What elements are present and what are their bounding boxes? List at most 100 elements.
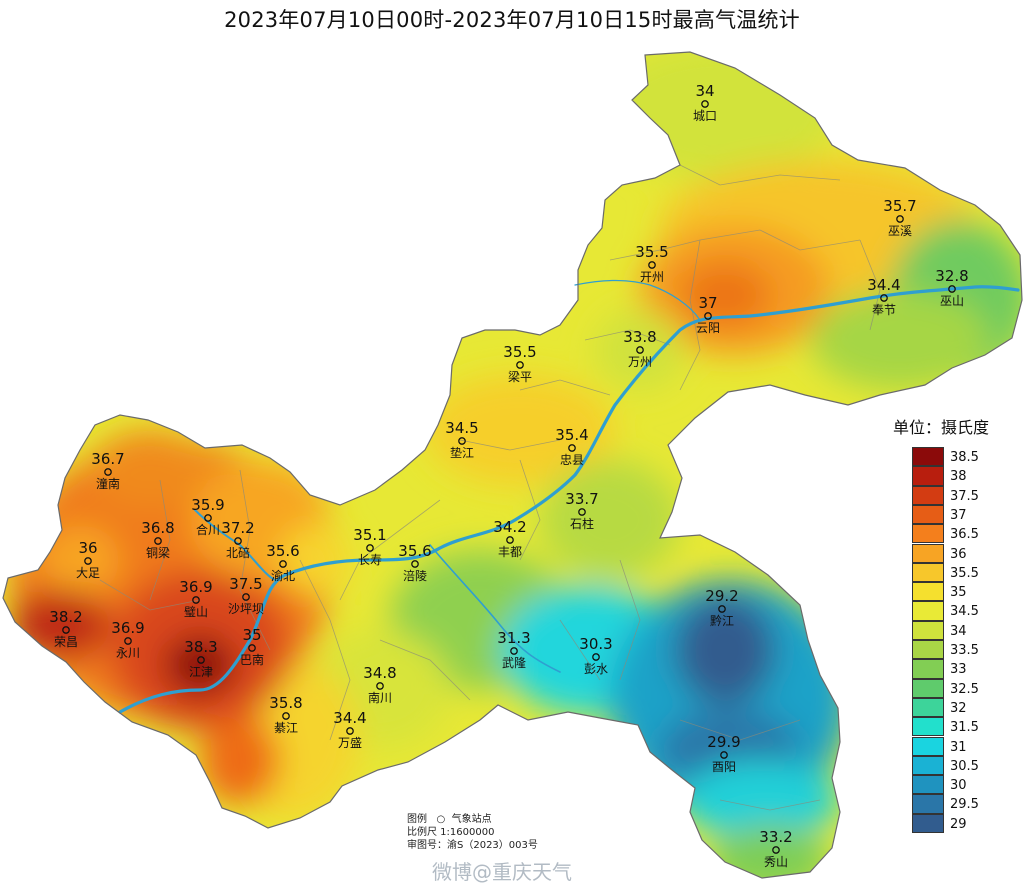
weather-stations: 34 城口 35.7 巫溪 35.5 开州 37 云阳 34.4 奉节 32.8 巫山 33.8 万州 35… [49, 82, 968, 869]
station-value: 35.5 [635, 243, 668, 261]
station-value: 35.1 [353, 526, 386, 544]
legend-swatch [912, 466, 944, 486]
station-symbol-icon: ○ [436, 814, 446, 825]
station-marker: 30.3 彭水 [579, 635, 612, 676]
station-value: 36 [78, 539, 97, 557]
legend-label: 30 [950, 778, 967, 794]
watermark: 微博@重庆天气 [432, 860, 572, 884]
station-marker: 37.5 沙坪坝 [228, 575, 264, 616]
station-dot-icon [204, 514, 212, 522]
station-dot-icon [411, 560, 419, 568]
station-dot-icon [248, 644, 256, 652]
scale-note: 比例尺 1:1600000 [407, 827, 495, 838]
legend-swatch [912, 736, 944, 756]
station-dot-icon [648, 261, 656, 269]
station-marker: 33.7 石柱 [565, 490, 598, 531]
station-dot-icon [154, 537, 162, 545]
province-outline [2, 51, 1023, 879]
station-name: 梁平 [508, 369, 532, 384]
station-value: 34.2 [493, 518, 526, 536]
legend-swatch [912, 678, 944, 698]
legend-swatch [912, 775, 944, 795]
station-marker: 36.9 永川 [111, 619, 144, 660]
legend-label: 29 [950, 816, 967, 832]
station-dot-icon [880, 294, 888, 302]
legend-swatch [912, 524, 944, 544]
legend-label: 32 [950, 700, 967, 716]
temperature-field [3, 52, 1022, 878]
station-dot-icon [636, 346, 644, 354]
station-name: 荣昌 [54, 635, 78, 649]
map-title: 2023年07月10日00时-2023年07月10日15时最高气温统计 [224, 8, 800, 32]
station-value: 36.7 [91, 450, 124, 468]
legend-note-title: 图例 [407, 814, 427, 825]
unit-label: 单位：摄氏度 [893, 418, 990, 437]
station-name: 渝北 [271, 568, 295, 583]
station-marker: 31.3 武隆 [497, 629, 530, 670]
station-value: 33.2 [759, 828, 792, 846]
station-dot-icon [578, 508, 586, 516]
legend-swatch [912, 582, 944, 602]
station-dot-icon [279, 560, 287, 568]
station-dot-icon [592, 653, 600, 661]
station-dot-icon [948, 285, 956, 293]
station-name: 巴南 [240, 652, 264, 667]
station-value: 38.2 [49, 608, 82, 626]
station-marker: 36.7 潼南 [91, 450, 124, 491]
station-value: 35 [242, 626, 261, 644]
legend-swatch [912, 447, 944, 467]
station-value: 32.8 [935, 267, 968, 285]
station-name: 涪陵 [403, 568, 427, 583]
station-value: 30.3 [579, 635, 612, 653]
station-dot-icon [104, 468, 112, 476]
legend-swatch [912, 755, 944, 776]
station-name: 酉阳 [712, 760, 736, 774]
station-dot-icon [718, 605, 726, 613]
legend-swatch [912, 504, 944, 525]
station-value: 29.9 [707, 733, 740, 751]
station-marker: 36.9 璧山 [179, 578, 212, 619]
station-marker: 34 城口 [693, 82, 717, 123]
legend-label: 31 [950, 739, 967, 755]
legend-label: 37.5 [950, 488, 979, 504]
legend-swatch [912, 697, 944, 718]
station-marker: 35.7 巫溪 [883, 197, 916, 238]
station-value: 35.6 [398, 542, 431, 560]
station-dot-icon [197, 656, 205, 664]
station-dot-icon [282, 712, 290, 720]
legend-swatch [912, 485, 944, 505]
station-dot-icon [62, 626, 70, 634]
station-marker: 35.1 长寿 [353, 526, 386, 567]
station-marker: 38.3 江津 [184, 638, 217, 679]
legend-label: 37 [950, 507, 967, 523]
station-name: 秀山 [764, 855, 788, 869]
station-marker: 34.5 垫江 [445, 419, 478, 460]
legend-label: 33 [950, 662, 967, 678]
legend-label: 38 [950, 469, 967, 485]
station-marker: 33.8 万州 [623, 328, 656, 369]
station-marker: 34.4 奉节 [867, 276, 900, 317]
station-marker: 35.5 开州 [635, 243, 668, 284]
station-dot-icon [192, 596, 200, 604]
legend-swatch [912, 659, 944, 679]
station-marker: 35.6 涪陵 [398, 542, 431, 583]
legend-swatch [912, 717, 944, 737]
station-dot-icon [704, 312, 712, 320]
legend-swatch [912, 794, 944, 814]
legend-label: 31.5 [950, 720, 979, 736]
legend-swatch [912, 601, 944, 621]
station-name: 万州 [628, 355, 652, 369]
station-value: 29.2 [705, 587, 738, 605]
station-name: 开州 [640, 270, 664, 284]
station-dot-icon [510, 647, 518, 655]
station-name: 大足 [76, 566, 100, 580]
legend-label: 34.5 [950, 604, 979, 620]
station-name: 永川 [116, 646, 140, 660]
station-name: 武隆 [502, 655, 526, 670]
station-value: 37 [698, 294, 717, 312]
station-dot-icon [516, 361, 524, 369]
station-dot-icon [701, 100, 709, 108]
legend-label: 35 [950, 585, 967, 601]
station-marker: 35.6 渝北 [266, 542, 299, 583]
legend-label: 32.5 [950, 681, 979, 697]
